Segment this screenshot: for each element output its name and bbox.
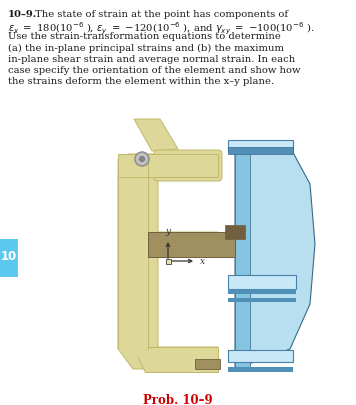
Polygon shape <box>134 120 178 151</box>
Text: Use the strain-transformation equations to determine: Use the strain-transformation equations … <box>8 32 281 41</box>
Text: x: x <box>200 257 205 266</box>
Text: 10–9.: 10–9. <box>8 10 37 19</box>
Polygon shape <box>148 232 235 257</box>
Bar <box>166 259 171 264</box>
Polygon shape <box>228 148 293 155</box>
Text: in-plane shear strain and average normal strain. In each: in-plane shear strain and average normal… <box>8 55 295 64</box>
Polygon shape <box>133 347 218 372</box>
Polygon shape <box>228 289 296 294</box>
Polygon shape <box>118 160 148 359</box>
Bar <box>228 275 296 289</box>
Circle shape <box>140 157 145 162</box>
Bar <box>0 239 18 277</box>
Text: (a) the in-plane principal strains and (b) the maximum: (a) the in-plane principal strains and (… <box>8 43 284 53</box>
Polygon shape <box>158 155 218 177</box>
Text: y: y <box>166 226 171 235</box>
Bar <box>225 226 245 239</box>
Text: the strains deform the element within the x–y plane.: the strains deform the element within th… <box>8 77 274 86</box>
Polygon shape <box>228 367 293 372</box>
Polygon shape <box>123 179 148 349</box>
Polygon shape <box>235 148 315 369</box>
Polygon shape <box>118 155 218 177</box>
Circle shape <box>135 153 149 166</box>
Bar <box>195 359 220 369</box>
Polygon shape <box>118 155 218 369</box>
FancyBboxPatch shape <box>154 151 222 181</box>
Polygon shape <box>235 148 250 369</box>
Text: case specify the orientation of the element and show how: case specify the orientation of the elem… <box>8 66 300 75</box>
Polygon shape <box>228 298 296 302</box>
Text: Prob. 10–9: Prob. 10–9 <box>143 393 213 405</box>
Text: 10: 10 <box>1 250 17 263</box>
Bar <box>228 141 293 153</box>
Text: $\epsilon_x$ $=$ 180(10$^{-6}$ ), $\epsilon_y$ $=$ $-$120(10$^{-6}$ ), and $\gam: $\epsilon_x$ $=$ 180(10$^{-6}$ ), $\epsi… <box>8 21 314 37</box>
Text: The state of strain at the point has components of: The state of strain at the point has com… <box>35 10 288 19</box>
Bar <box>228 350 293 362</box>
